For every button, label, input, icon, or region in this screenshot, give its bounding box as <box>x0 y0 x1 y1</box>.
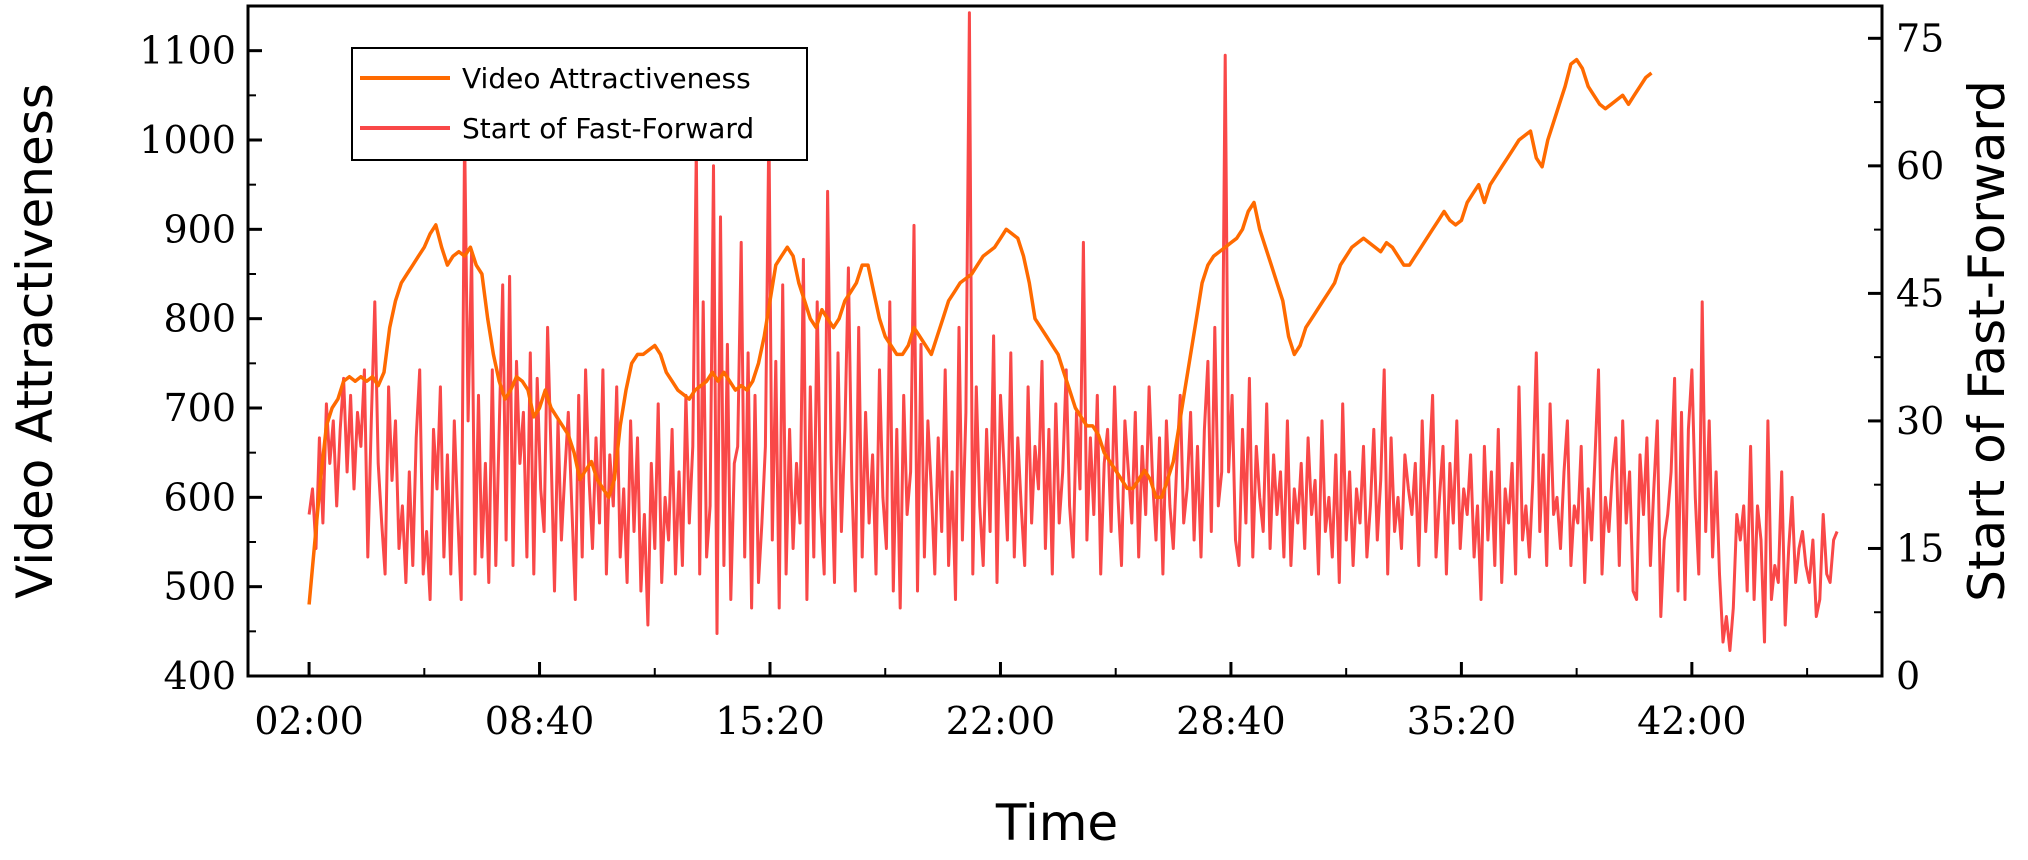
y-left-tick-label: 800 <box>163 297 236 341</box>
legend: Video Attractiveness Start of Fast-Forwa… <box>351 47 808 161</box>
y-left-tick-label: 400 <box>163 654 236 698</box>
series-line-start-of-fast-forward <box>307 11 1839 652</box>
plot-frame <box>246 4 1884 678</box>
y-left-tick-label: 1000 <box>139 118 236 162</box>
x-tick-label: 15:20 <box>715 699 825 743</box>
x-tick-label: 35:20 <box>1407 699 1517 743</box>
x-tick-label: 42:00 <box>1637 699 1747 743</box>
y-right-tick-label: 45 <box>1896 271 1944 315</box>
y-axis-title-right: Start of Fast-Forward <box>1958 80 2016 602</box>
y-axis-title-left: Video Attractiveness <box>6 83 64 599</box>
y-right-tick-label: 0 <box>1896 654 1920 698</box>
y-right-tick-label: 75 <box>1896 16 1944 60</box>
y-left-tick-label: 900 <box>163 207 236 251</box>
x-tick-label: 22:00 <box>946 699 1056 743</box>
series-line-video-attractiveness <box>307 57 1653 605</box>
legend-label-video-attractiveness: Video Attractiveness <box>462 62 751 95</box>
y-left-tick-label: 1100 <box>139 29 236 73</box>
y-left-tick-label: 500 <box>163 565 236 609</box>
y-left-tick-label: 600 <box>163 475 236 519</box>
y-left-tick-label: 700 <box>163 386 236 430</box>
y-right-tick-label: 60 <box>1896 144 1944 188</box>
x-tick-label: 02:00 <box>254 699 364 743</box>
y-right-tick-label: 30 <box>1896 399 1944 443</box>
y-right-tick-label: 15 <box>1896 526 1944 570</box>
x-axis-title: Time <box>995 794 1118 852</box>
legend-box <box>351 47 808 161</box>
x-tick-label: 28:40 <box>1176 699 1286 743</box>
legend-label-start-of-fast-forward: Start of Fast-Forward <box>462 112 754 145</box>
x-tick-label: 08:40 <box>485 699 595 743</box>
